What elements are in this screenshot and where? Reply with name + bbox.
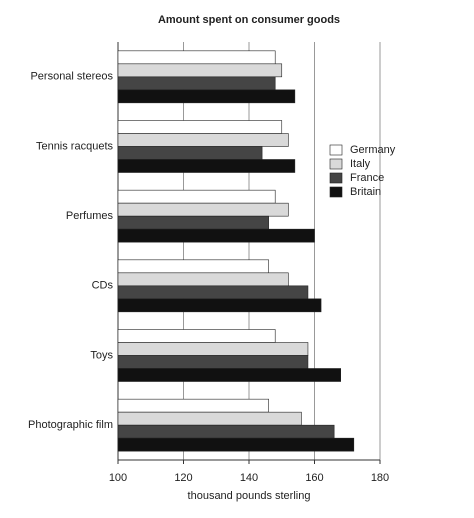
legend-swatch xyxy=(329,186,343,198)
bar xyxy=(117,202,289,217)
y-tick-label: Photographic film xyxy=(28,419,113,431)
bar xyxy=(117,329,276,343)
legend-label: Britain xyxy=(350,186,381,198)
legend-swatch xyxy=(329,158,343,170)
legend-label: Italy xyxy=(350,158,371,170)
bar xyxy=(117,342,309,356)
legend-swatch xyxy=(329,144,343,156)
y-tick-label: Toys xyxy=(90,349,113,361)
x-axis-label: thousand pounds sterling xyxy=(188,490,311,502)
bar xyxy=(117,259,269,274)
y-tick-label: Tennis racquets xyxy=(36,140,114,152)
bar xyxy=(117,298,322,313)
bar xyxy=(117,120,283,134)
chart-title: Amount spent on consumer goods xyxy=(158,14,340,26)
bar xyxy=(117,285,309,300)
bar xyxy=(117,398,269,413)
y-tick-label: Personal stereos xyxy=(30,71,113,83)
bar xyxy=(117,411,302,426)
bar xyxy=(117,355,309,369)
bar xyxy=(117,133,289,147)
legend-label: France xyxy=(350,172,384,184)
bar xyxy=(117,189,276,204)
x-tick-label: 140 xyxy=(240,472,258,484)
y-tick-label: Perfumes xyxy=(66,210,114,222)
bar xyxy=(117,50,276,65)
bar xyxy=(117,368,341,382)
x-tick-label: 160 xyxy=(305,472,323,484)
bar xyxy=(117,228,315,243)
legend-label: Germany xyxy=(350,144,396,156)
bar xyxy=(117,146,263,160)
bar xyxy=(117,272,289,287)
bar xyxy=(117,437,355,452)
y-tick-label: CDs xyxy=(92,280,114,292)
bar xyxy=(117,424,335,439)
bar xyxy=(117,159,296,173)
x-tick-label: 120 xyxy=(174,472,192,484)
bar xyxy=(117,89,296,104)
x-tick-label: 180 xyxy=(371,472,389,484)
bar xyxy=(117,215,269,230)
x-tick-label: 100 xyxy=(109,472,127,484)
legend-swatch xyxy=(329,172,343,184)
bar xyxy=(117,63,283,78)
bar xyxy=(117,76,276,91)
